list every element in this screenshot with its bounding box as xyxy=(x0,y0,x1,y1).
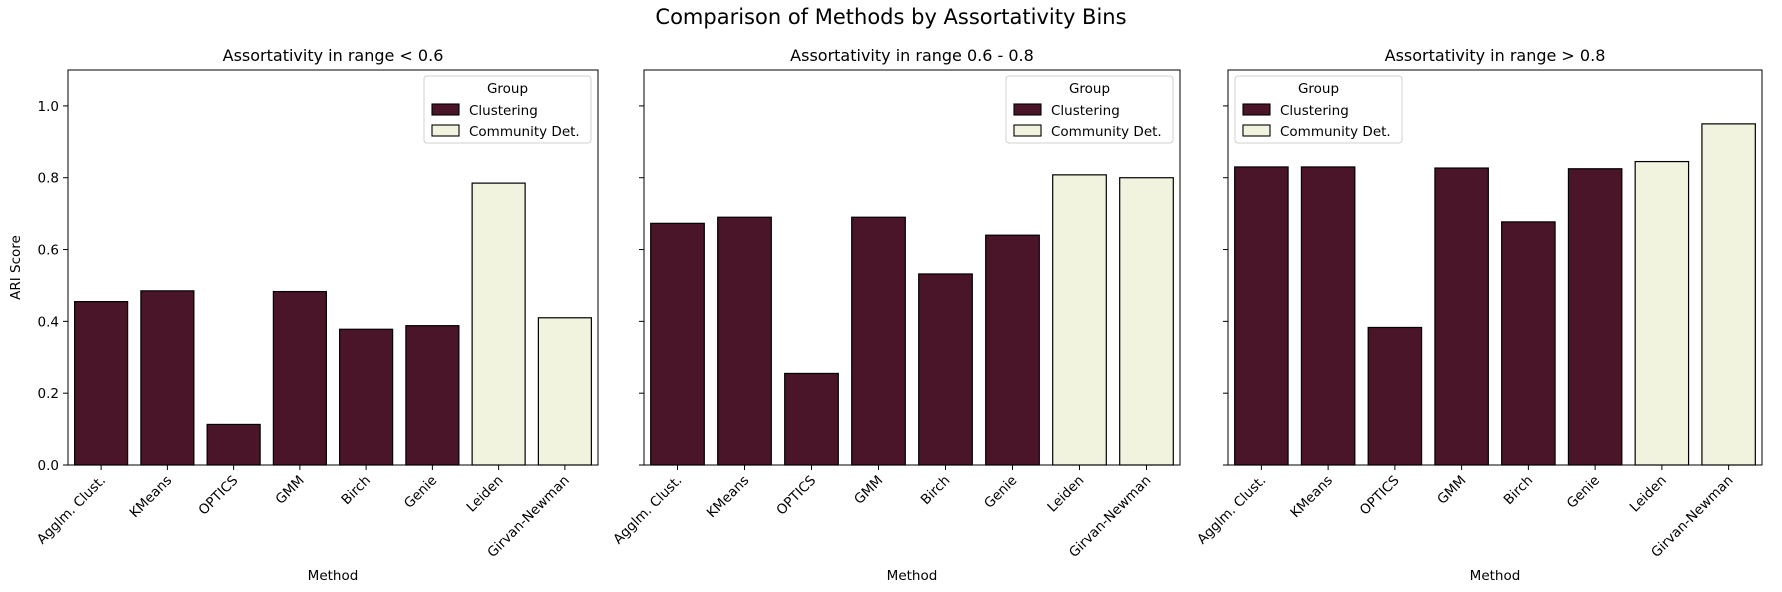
subplot-2: Assortativity in range 0.6 - 0.8 Agglm. C… xyxy=(610,46,1181,584)
bar xyxy=(1119,177,1174,466)
x-tick-label: KMeans xyxy=(127,473,176,522)
y-tick-label: 0.8 xyxy=(38,171,59,187)
x-tick-label: Agglm. Clust. xyxy=(1194,473,1269,548)
legend-entry-label: Community Det. xyxy=(1051,124,1162,140)
legend-title: Group xyxy=(487,81,528,97)
x-axis-label: Method xyxy=(308,568,359,584)
x-tick-label: Genie xyxy=(981,473,1020,512)
bar xyxy=(1434,167,1489,466)
x-tick-label: Birch xyxy=(338,473,374,509)
legend-title: Group xyxy=(1298,81,1339,97)
x-tick-label: GMM xyxy=(851,473,886,508)
x-axis-label: Method xyxy=(887,568,938,584)
y-tick-label: 0.2 xyxy=(38,386,59,402)
bar xyxy=(206,423,261,466)
bar xyxy=(1234,166,1289,466)
bar xyxy=(272,290,327,466)
x-tick-label: Leiden xyxy=(1627,473,1670,516)
bar xyxy=(784,372,839,466)
x-tick-label: Genie xyxy=(401,473,440,512)
bar xyxy=(74,301,129,466)
bar xyxy=(1367,326,1423,466)
x-tick-label: OPTICS xyxy=(195,473,241,519)
y-axis-label: ARI Score xyxy=(8,235,24,300)
x-tick-label: Leiden xyxy=(1044,473,1087,516)
legend-swatch xyxy=(1013,124,1042,137)
legend-entry-label: Community Det. xyxy=(1280,124,1391,140)
subplot-title: Assortativity in range 0.6 - 0.8 xyxy=(790,46,1034,65)
bar xyxy=(985,234,1040,466)
legend-entry-label: Clustering xyxy=(469,103,538,119)
x-tick-label: Birch xyxy=(1501,473,1537,509)
bar xyxy=(1701,123,1756,466)
bar xyxy=(918,273,973,466)
legend-swatch xyxy=(1013,103,1042,116)
y-tick-label: 0.4 xyxy=(38,314,59,330)
x-tick-label: GMM xyxy=(273,473,308,508)
legend: Group Clustering Community Det. xyxy=(423,75,592,144)
legend-swatch xyxy=(1242,124,1271,137)
axes-frame xyxy=(67,69,599,466)
x-tick-label: Agglm. Clust. xyxy=(34,473,109,548)
subplot-title: Assortativity in range > 0.8 xyxy=(1385,46,1606,65)
legend: Group Clustering Community Det. xyxy=(1234,75,1403,144)
legend-swatch xyxy=(431,124,460,137)
x-tick-label: KMeans xyxy=(704,473,753,522)
bar xyxy=(339,328,394,466)
bar xyxy=(717,216,772,466)
bar xyxy=(851,216,906,466)
bar xyxy=(1501,221,1556,466)
axes-frame xyxy=(1227,69,1763,466)
bar xyxy=(1634,160,1690,466)
x-tick-label: OPTICS xyxy=(1357,473,1403,519)
x-axis-label: Method xyxy=(1470,568,1521,584)
figure-title: Comparison of Methods by Assortativity B… xyxy=(655,5,1127,29)
bar xyxy=(537,317,592,466)
y-tick-label: 1.0 xyxy=(38,99,59,115)
bar xyxy=(1052,174,1107,466)
legend-title: Group xyxy=(1069,81,1110,97)
bar xyxy=(140,290,195,466)
x-tick-label: Birch xyxy=(918,473,954,509)
legend-entry-label: Clustering xyxy=(1280,103,1349,119)
legend-box xyxy=(1005,75,1174,144)
legend-swatch xyxy=(1242,103,1271,116)
subplot-3: Assortativity in range > 0.8 Agglm. Clust… xyxy=(1194,46,1763,584)
legend-entry-label: Clustering xyxy=(1051,103,1120,119)
bar xyxy=(1567,168,1623,466)
axes-frame xyxy=(643,69,1181,466)
x-tick-label: GMM xyxy=(1434,473,1469,508)
bar xyxy=(471,182,526,466)
y-tick-label: 0.0 xyxy=(38,458,59,474)
legend-entry-label: Community Det. xyxy=(469,124,580,140)
bar xyxy=(650,222,705,466)
subplot-title: Assortativity in range < 0.6 xyxy=(223,46,444,65)
legend-box xyxy=(1234,75,1403,144)
x-tick-label: Genie xyxy=(1564,473,1603,512)
x-tick-label: OPTICS xyxy=(773,473,819,519)
x-tick-label: KMeans xyxy=(1287,473,1336,522)
subplot-1: Assortativity in range < 0.6 0.0 0.2 0.4 0.6… xyxy=(8,46,599,584)
bar xyxy=(1300,166,1356,466)
legend: Group Clustering Community Det. xyxy=(1005,75,1174,144)
x-tick-label: Agglm. Clust. xyxy=(610,473,685,548)
bar xyxy=(405,325,460,466)
legend-swatch xyxy=(431,103,460,116)
x-tick-label: Leiden xyxy=(463,473,506,516)
legend-box xyxy=(423,75,592,144)
y-tick-label: 0.6 xyxy=(38,243,59,259)
